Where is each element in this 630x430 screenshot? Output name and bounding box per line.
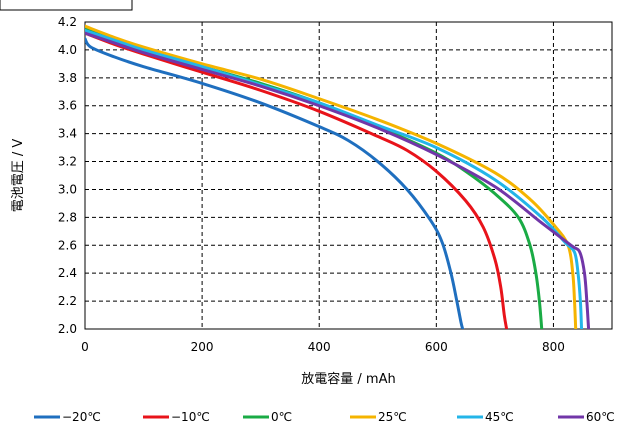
y-tick-label: 2.0 xyxy=(58,322,77,336)
x-axis-label: 放電容量 / mAh xyxy=(301,371,395,387)
y-axis-label: 電池電圧 / V xyxy=(11,139,26,213)
x-tick-label: 200 xyxy=(191,340,214,354)
legend-label: 45℃ xyxy=(485,410,514,424)
plot-area xyxy=(85,22,612,329)
x-tick-label: 600 xyxy=(425,340,448,354)
x-tick-label: 0 xyxy=(81,340,89,354)
y-tick-label: 4.0 xyxy=(58,43,77,57)
y-tick-label: 2.6 xyxy=(58,238,77,252)
y-tick-label: 3.6 xyxy=(58,99,77,113)
header-frame xyxy=(0,0,132,10)
legend-label: −10℃ xyxy=(171,410,210,424)
legend-label: 0℃ xyxy=(271,410,292,424)
y-tick-label: 3.0 xyxy=(58,182,77,196)
legend-label: −20℃ xyxy=(62,410,101,424)
y-tick-label: 3.4 xyxy=(58,127,77,141)
y-tick-label: 3.8 xyxy=(58,71,77,85)
legend-label: 25℃ xyxy=(378,410,407,424)
x-tick-label: 800 xyxy=(542,340,565,354)
y-tick-label: 3.2 xyxy=(58,155,77,169)
legend-label: 60℃ xyxy=(586,410,615,424)
y-tick-label: 2.8 xyxy=(58,210,77,224)
y-tick-label: 4.2 xyxy=(58,15,77,29)
x-tick-label: 400 xyxy=(308,340,331,354)
y-tick-label: 2.4 xyxy=(58,266,77,280)
y-tick-label: 2.2 xyxy=(58,294,77,308)
